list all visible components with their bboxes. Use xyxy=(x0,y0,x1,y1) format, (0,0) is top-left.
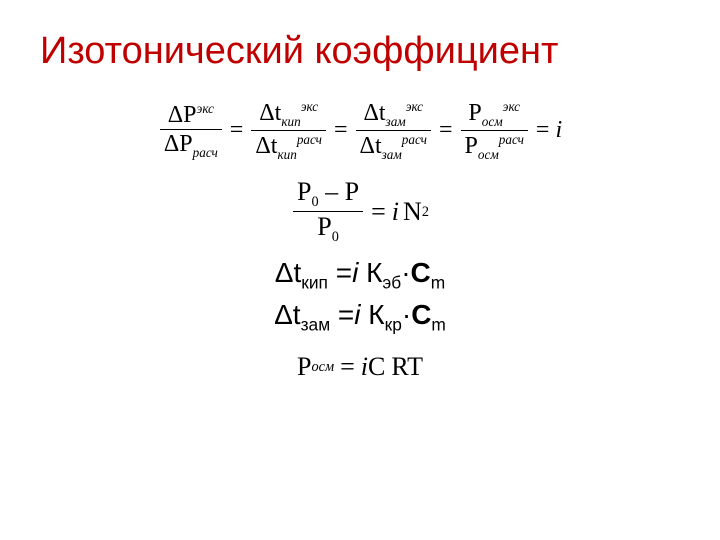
equals-3: = xyxy=(433,118,459,142)
equals-raoult: = xyxy=(365,199,392,225)
equation-chain-body: ΔPэкс ΔPрасч = Δtкипэкс Δtкипрасч = xyxy=(158,98,562,163)
equals-2: = xyxy=(328,118,354,142)
eq-dtzam: Δtзам =i Ккр·Cm xyxy=(274,299,446,336)
raoult-N: N xyxy=(403,199,422,225)
eq-dtkip: Δtкип =i Кэб·Cm xyxy=(275,257,446,294)
var-i: i xyxy=(555,118,562,142)
equation-osmotic-body: Pосм = iC RT xyxy=(297,354,423,380)
equation-osmotic: Pосм = iC RT xyxy=(40,354,680,380)
equation-tlines: Δtкип =i Кэб·Cm Δtзам =i Ккр·Cm xyxy=(40,257,680,336)
equals-4: = xyxy=(530,118,556,142)
equation-raoult-body: P0 – P P0 = i N2 xyxy=(291,177,429,247)
slide-title: Изотонический коэффициент xyxy=(40,30,680,74)
slide: Изотонический коэффициент ΔPэкс ΔPрасч =… xyxy=(0,0,720,540)
raoult-i: i xyxy=(392,199,399,225)
frac-raoult: P0 – P P0 xyxy=(291,177,365,247)
equals-1: = xyxy=(224,118,250,142)
raoult-N-sub: 2 xyxy=(422,205,429,219)
frac-dp: ΔPэкс ΔPрасч xyxy=(158,100,224,161)
frac-posm: Pосмэкс Pосмрасч xyxy=(459,98,530,163)
frac-dtzam: Δtзамэкс Δtзамрасч xyxy=(354,98,433,163)
equation-raoult: P0 – P P0 = i N2 xyxy=(40,177,680,247)
frac-dtkip: Δtкипэкс Δtкипрасч xyxy=(249,98,328,163)
equation-chain: ΔPэкс ΔPрасч = Δtкипэкс Δtкипрасч = xyxy=(40,98,680,163)
